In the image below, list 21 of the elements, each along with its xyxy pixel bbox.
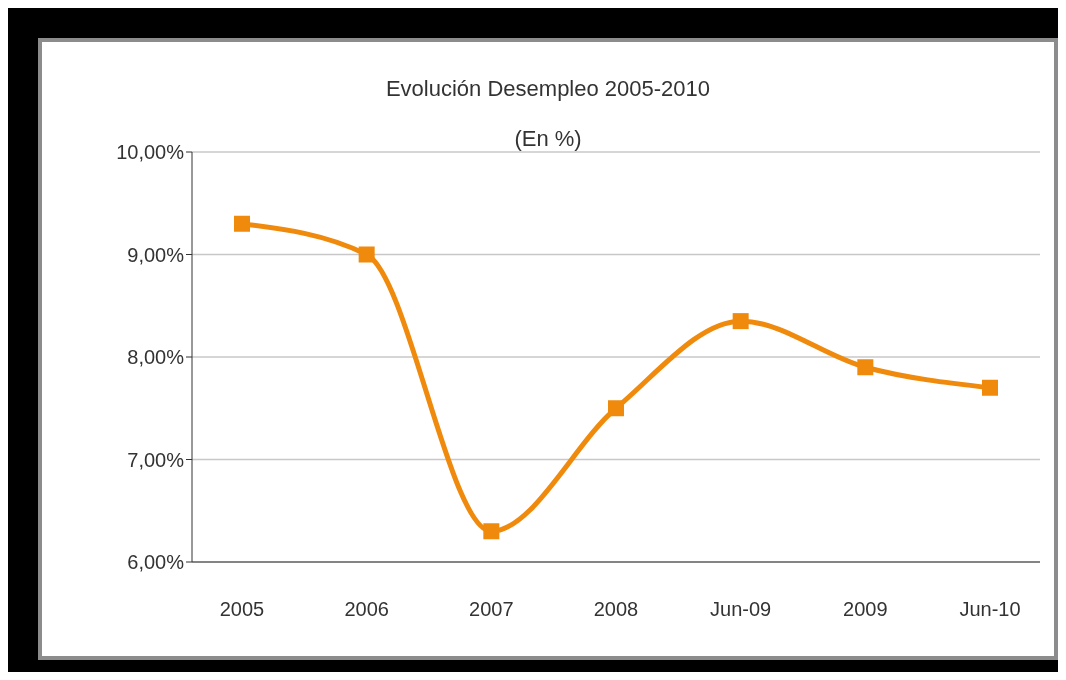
point xyxy=(358,246,375,263)
point xyxy=(732,313,749,330)
x-tick-label: Jun-10 xyxy=(959,598,1021,621)
point xyxy=(234,215,250,232)
point xyxy=(857,359,874,376)
y-tick-label: 6,00% xyxy=(127,551,185,574)
x-tick-label: 2007 xyxy=(469,598,514,621)
chart-title: Evolución Desempleo 2005-2010 xyxy=(384,76,712,102)
x-tick-label: 2006 xyxy=(344,598,389,621)
point xyxy=(483,523,500,540)
x-tick-label: 2005 xyxy=(219,598,265,621)
x-tick-label: Jun-09 xyxy=(710,598,772,621)
point xyxy=(982,379,998,396)
chart-subtitle: (En %) xyxy=(514,126,582,151)
y-tick-label: 9,00% xyxy=(127,243,185,266)
y-tick-label: 10,00% xyxy=(116,141,185,164)
x-tick-label: 2009 xyxy=(843,598,888,621)
y-tick-label: 7,00% xyxy=(127,448,185,471)
y-tick-label: 8,00% xyxy=(127,346,185,369)
point xyxy=(608,400,624,417)
x-tick-label: 2008 xyxy=(593,598,639,621)
